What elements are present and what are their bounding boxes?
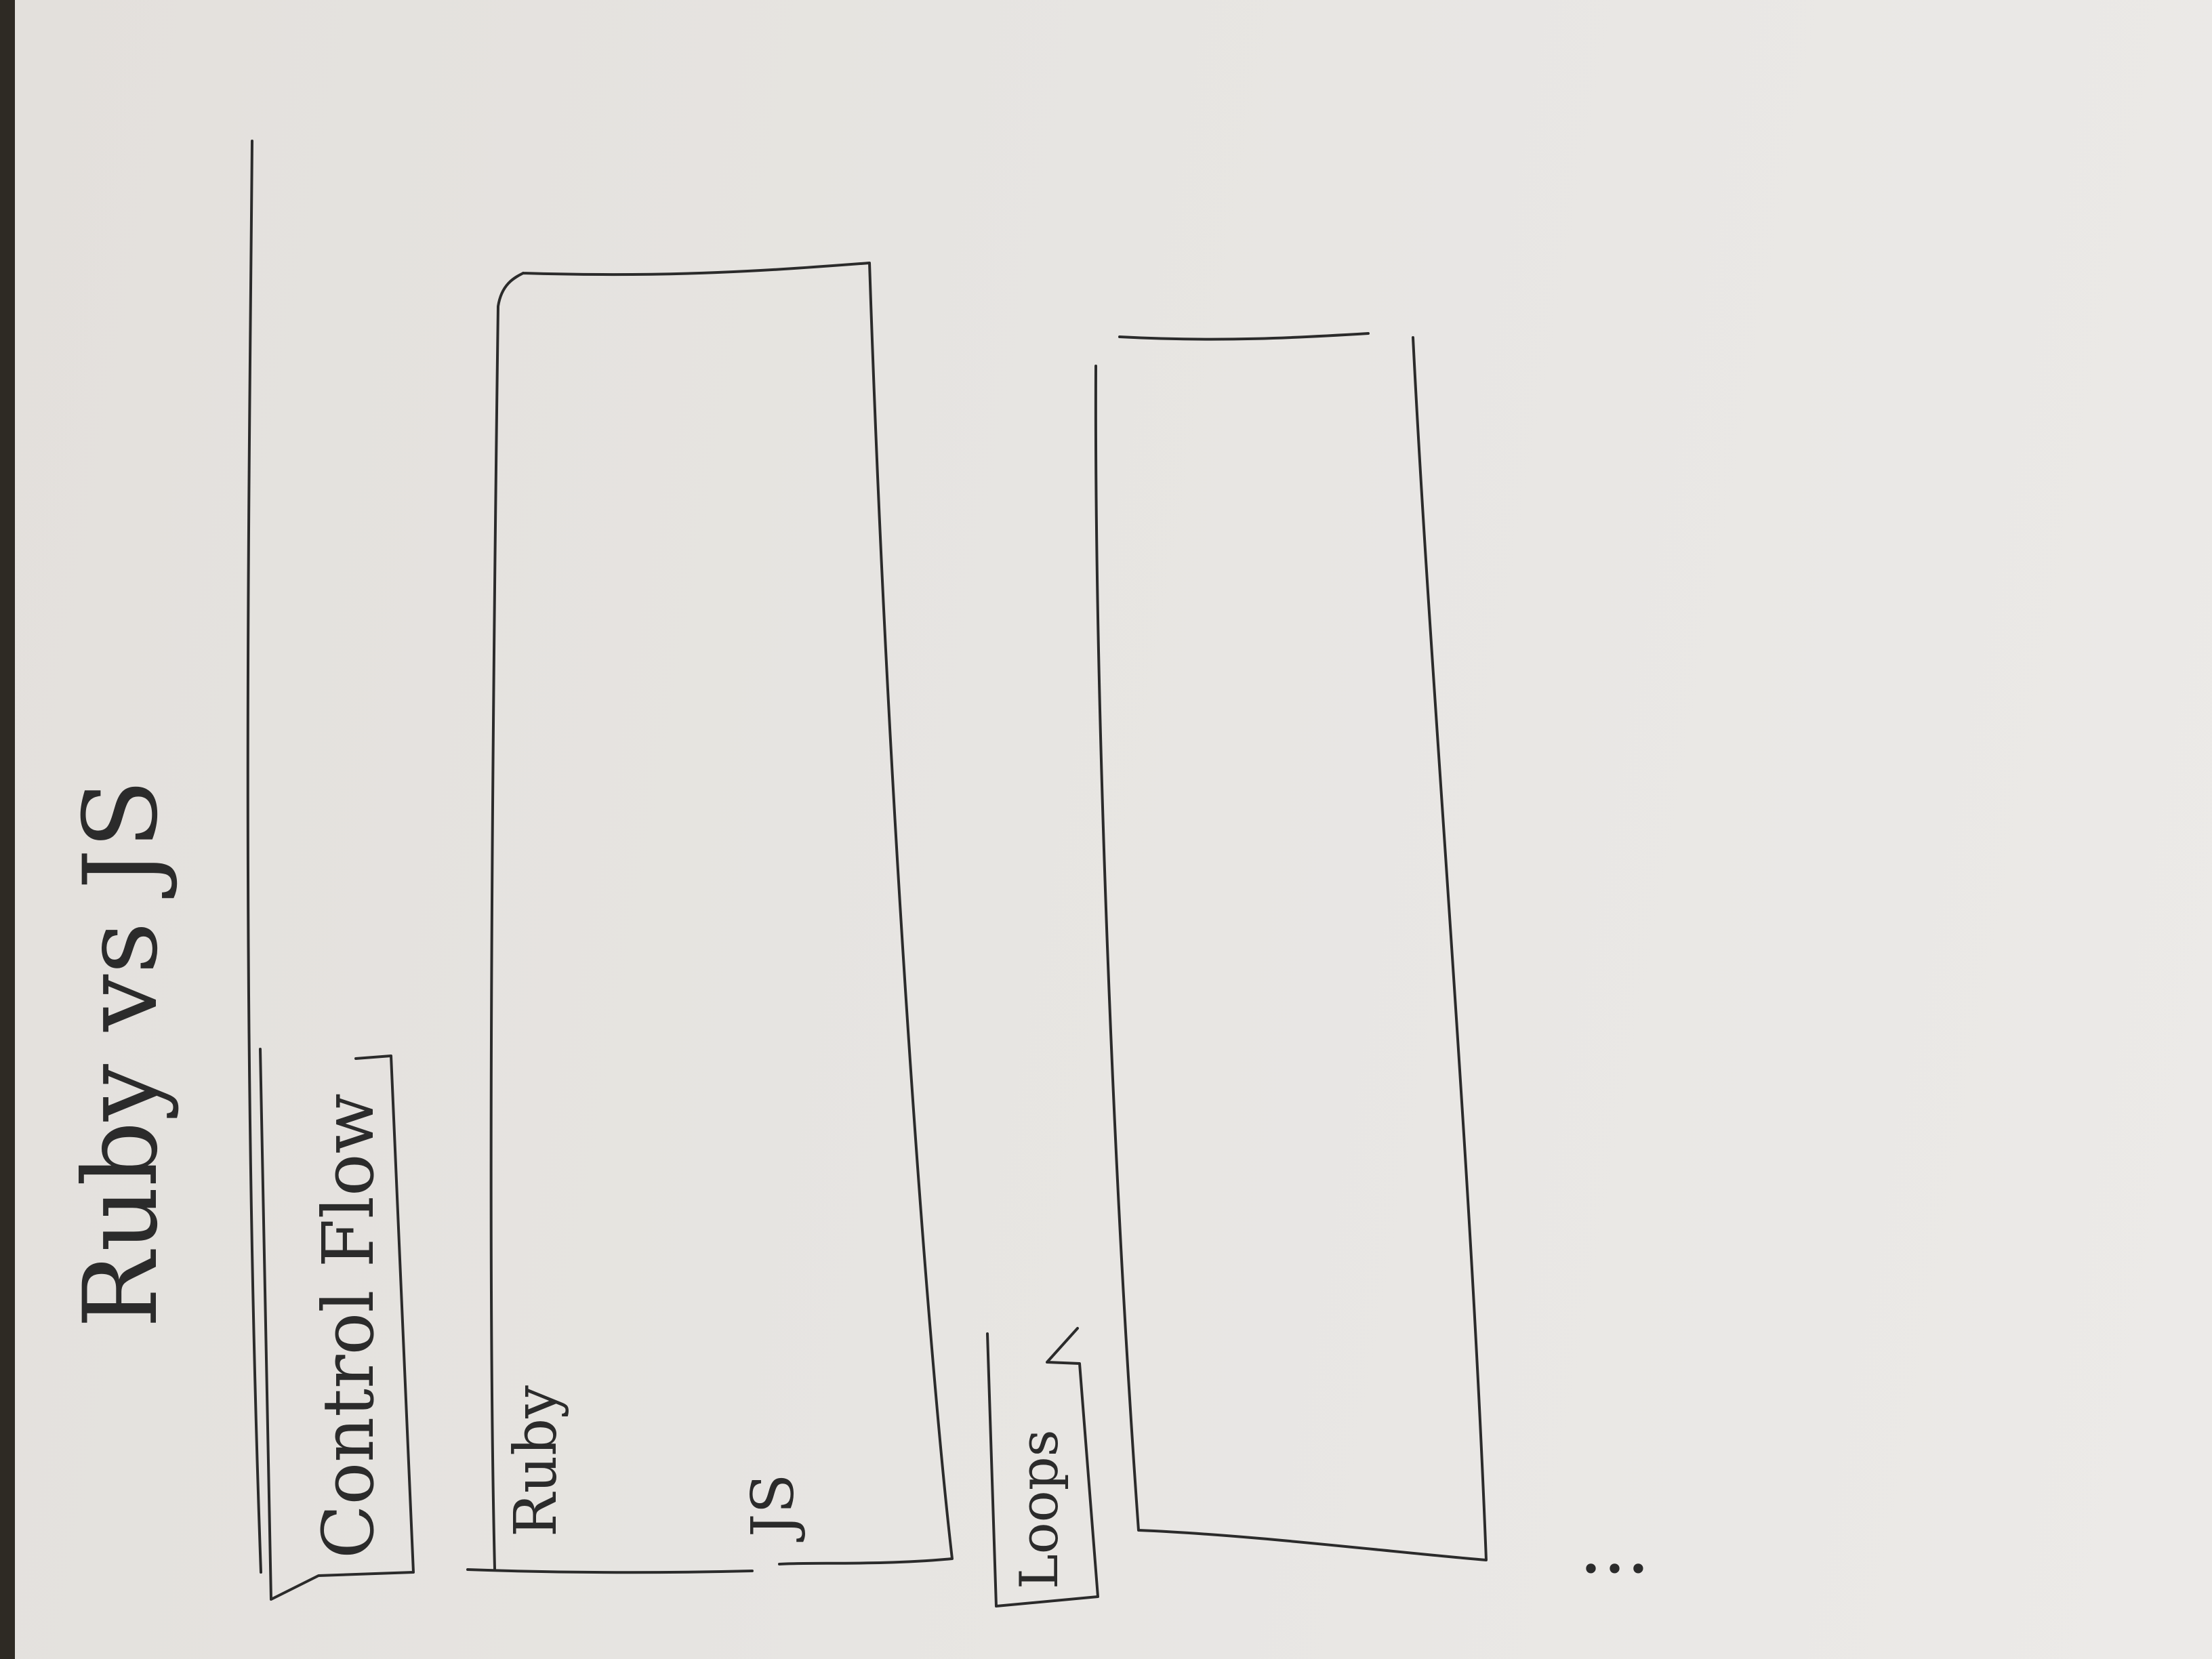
tab-control-flow[interactable]: Control Flow	[259, 1048, 415, 1601]
tab-loops-label: Loops	[1009, 1429, 1070, 1589]
loops-panel-box	[1094, 332, 1488, 1561]
header-divider	[246, 140, 262, 1574]
paper-sheet	[15, 0, 2212, 1659]
tab-loops-outline	[986, 1327, 1099, 1607]
panel-label-js: JS	[739, 1474, 807, 1542]
control-flow-panel: Ruby JS	[466, 262, 954, 1574]
control-flow-panel-box	[466, 262, 954, 1574]
panel-label-ruby: Ruby	[502, 1385, 570, 1537]
loops-panel	[1094, 332, 1488, 1561]
tab-control-flow-outline	[259, 1048, 415, 1601]
more-indicator: ...	[1579, 1503, 1650, 1590]
page-title: Ruby vs JS	[62, 779, 180, 1328]
tab-control-flow-label: Control Flow	[307, 1093, 390, 1559]
tab-loops[interactable]: Loops	[986, 1327, 1099, 1607]
